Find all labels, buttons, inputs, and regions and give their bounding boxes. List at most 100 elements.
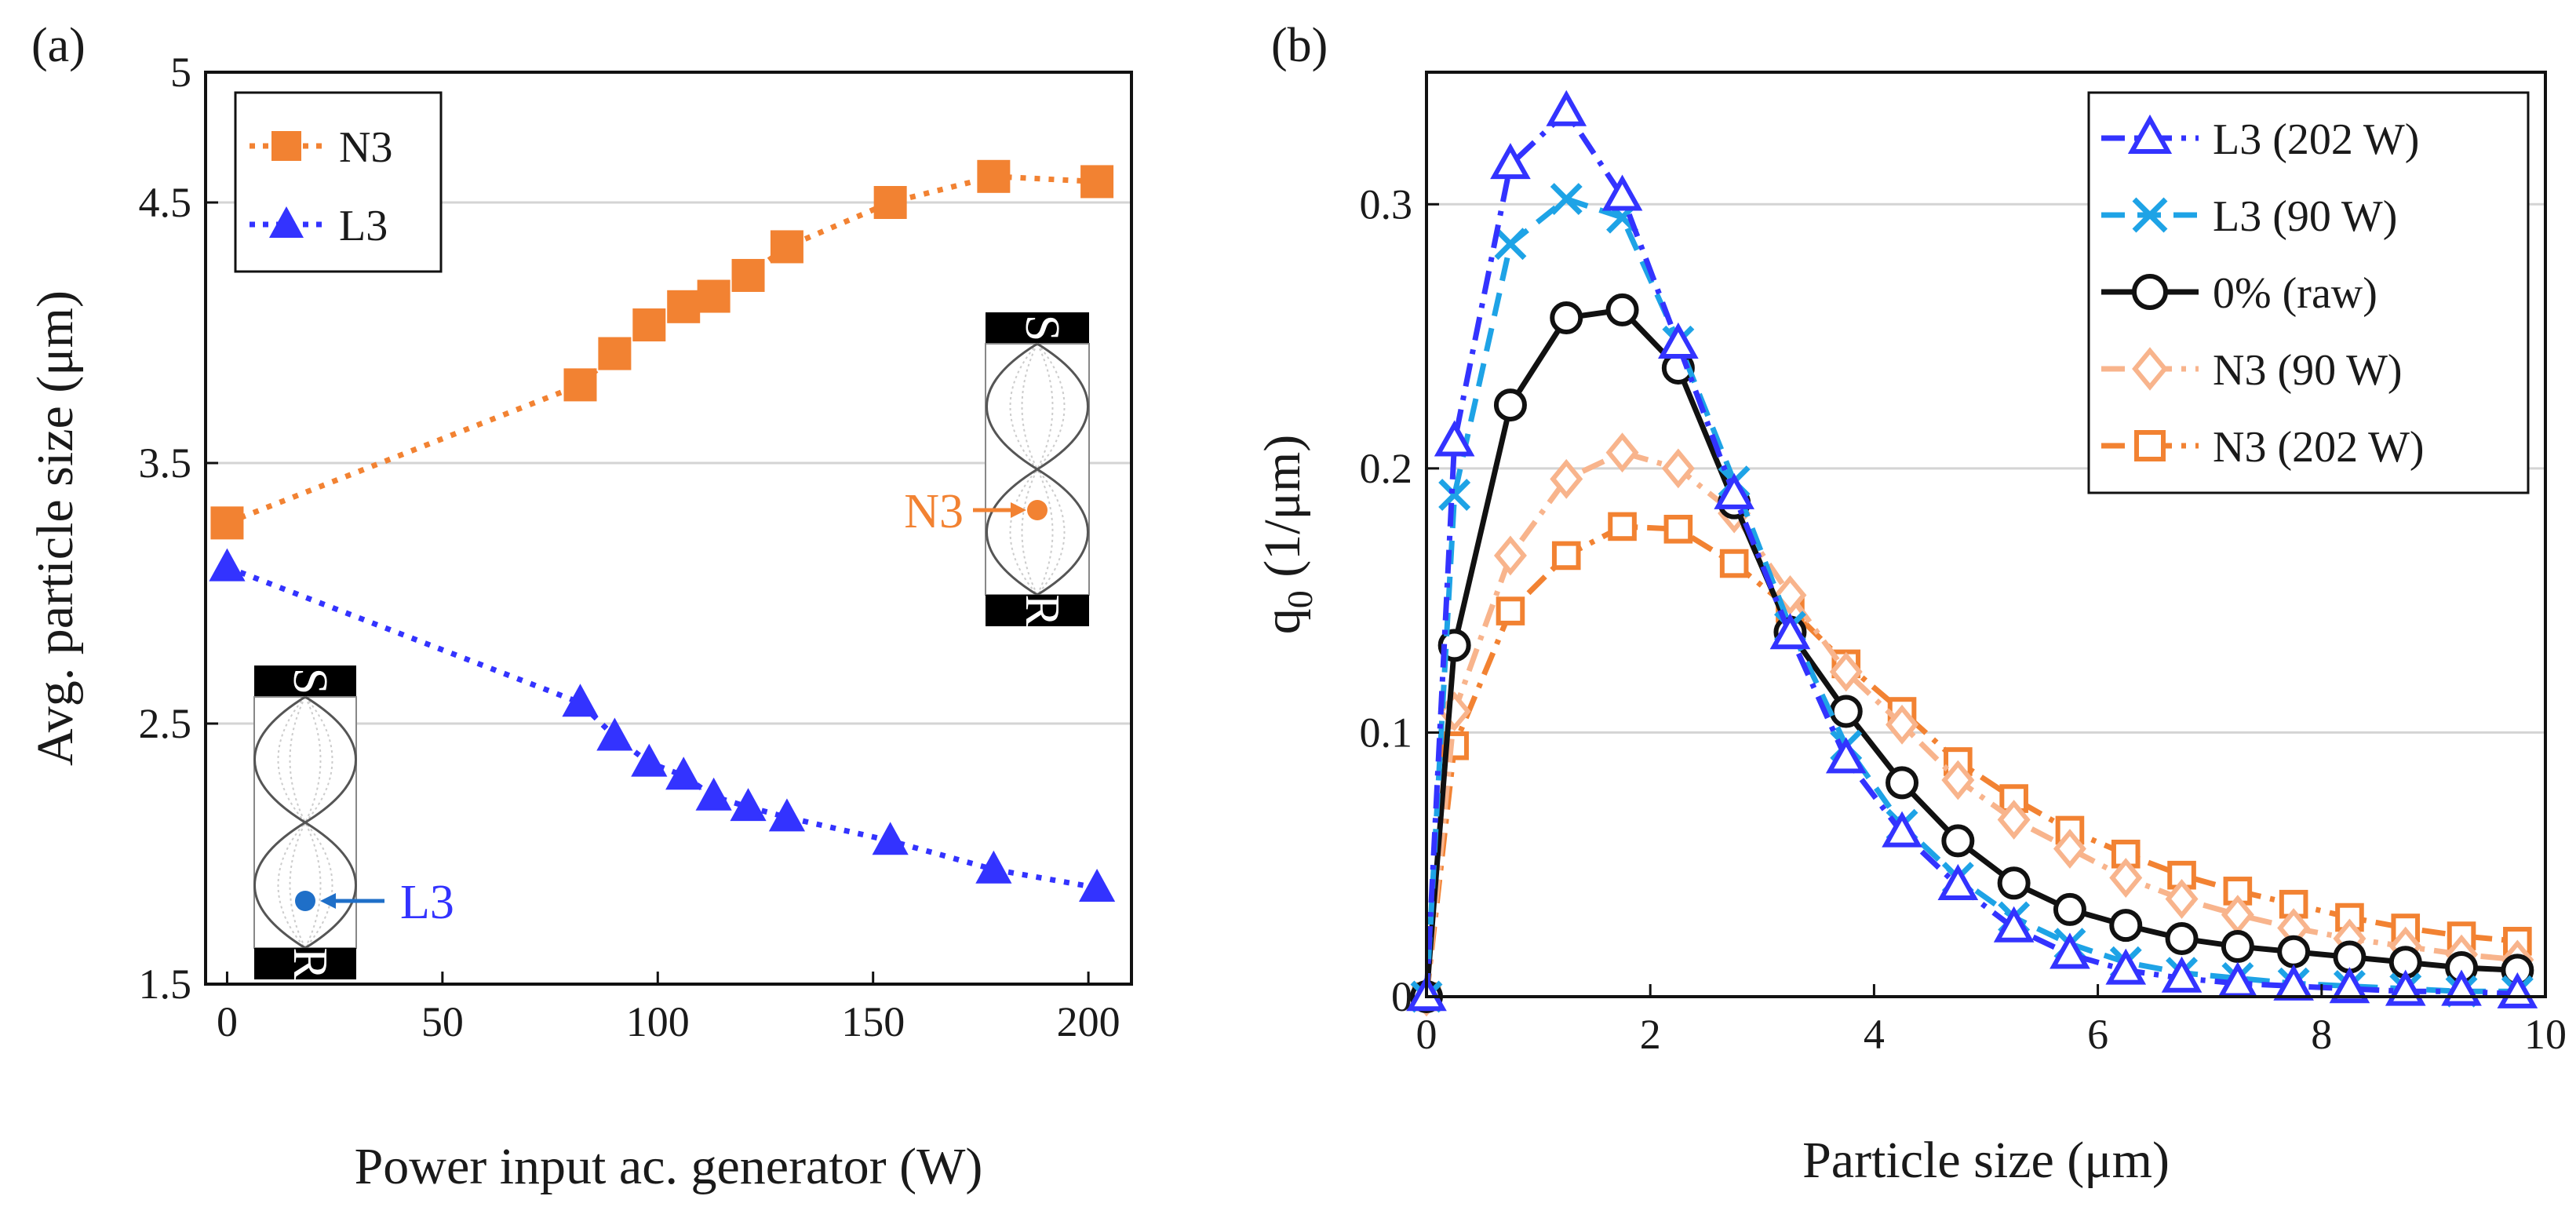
data-point-n3 [1080,165,1114,199]
data-point-0-raw [1605,293,1639,326]
panel-b-y-tick-label: 0 [1391,973,1412,1020]
panel-b-legend: L3 (202 W) L3 (90 W) 0% (raw) N3 (90 W) N3 (… [2087,91,2530,494]
panel-a-x-tick-label: 200 [1057,998,1120,1045]
data-point-n3 [667,290,701,323]
data-point-l3-202-w [1882,811,1922,848]
data-point-n3 [697,279,731,313]
data-point-0-raw [1997,866,2031,900]
inset-l3-top-plate-label: S [283,668,337,695]
data-point-0-raw [2333,940,2366,974]
data-point-l3-202-w [2329,967,2370,1004]
panel-a-legend-box [234,91,443,273]
data-point-n3-90-w [1886,704,1919,745]
legend-entry-l3: L3 [250,202,388,250]
data-point-n3 [210,506,244,540]
legend-entry-n3-90-w: N3 (90 W) [2101,346,2403,395]
panel-a-y-tick-label: 3.5 [139,439,192,487]
legend-marker-l3-90-w [2132,197,2168,233]
inset-l3-arrow-head [320,893,336,909]
data-point-n3-90-w [1661,448,1695,489]
legend-marker-l3 [269,206,304,238]
data-point-l3-90-w [1438,479,1471,511]
data-point-l3-202-w [1714,472,1754,509]
data-point-n3 [770,230,803,264]
inset-n3-bottom-plate [986,595,1089,626]
panel-a-x-tick-label: 100 [626,998,690,1045]
panel-b-y-axis-label-sub: 0 [1280,590,1320,608]
data-point-n3 [632,308,666,342]
data-point-l3 [209,548,246,582]
data-point-l3-202-w [1769,613,1811,650]
inset-l3-node-dot [295,891,315,911]
panel-a-ticks: 1.52.53.54.550 50 100 150 200 [139,49,1120,1045]
data-point-0-raw [2109,909,2143,943]
data-point-n3-202-w [1608,512,1637,542]
inset-n3-top-plate-label: S [1015,315,1069,341]
data-point-l3-202-w [2050,932,2090,969]
data-point-l3-202-w [1490,143,1531,180]
panel-a-x-tick-label: 150 [841,998,905,1045]
data-point-n3 [598,337,632,370]
data-point-n3-90-w [2053,829,2086,869]
legend-marker-n3-90-w [2132,347,2168,391]
data-point-n3-90-w [1605,432,1639,473]
panel-b-y-tick-label: 0.3 [1360,181,1413,228]
legend-label-n3-90-w: N3 (90 W) [2213,346,2403,395]
panel-b-y-tick-label: 0.1 [1360,709,1413,756]
panel-a-chart: (a) 1.52.53.54.550 50 100 150 200 Power inpu… [27,19,1133,1195]
series-line-l3 [226,564,1098,891]
panel-a-x-tick-label: 50 [421,998,464,1045]
panel-b-x-tick-label: 0 [1416,1011,1437,1058]
data-point-l3-202-w [1825,737,1867,774]
data-point-n3-202-w [1663,514,1693,544]
data-point-0-raw [1941,824,1975,858]
panel-a-axes-box [204,71,1133,986]
data-point-n3-202-w [1719,549,1749,578]
legend-entry-0-raw: 0% (raw) [2101,269,2377,318]
panel-a-label: (a) [31,19,86,72]
panel-b-x-tick-label: 2 [1640,1011,1661,1058]
panel-a-y-tick-label: 4.5 [139,179,192,226]
data-point-n3-90-w [1550,458,1583,499]
data-point-n3-90-w [1941,760,1975,800]
legend-entry-n3: N3 [250,123,392,172]
panel-b-x-tick-label: 6 [2087,1011,2108,1058]
data-point-l3 [768,798,806,832]
data-point-0-raw [1493,388,1527,422]
data-point-n3-202-w [1999,784,2028,813]
panel-b-x-tick-label: 4 [1864,1011,1885,1058]
inset-n3-wave [986,342,1089,596]
data-point-0-raw [2277,935,2311,968]
data-point-l3-202-w [2105,948,2147,985]
data-point-0-raw [2221,930,2254,964]
panel-b-ticks: 0 0.1 0.2 0.3 0 2 4 6 8 10 [1360,181,2567,1058]
panel-b-y-axis-label-unit: (1/μm) [1254,435,1311,591]
panel-b-series [1406,89,2538,1017]
data-point-l3-202-w [1546,89,1587,126]
series-l3 [209,548,1116,903]
legend-entry-l3-202-w: L3 (202 W) [2101,114,2419,164]
series-l3-202-w [1406,89,2538,1012]
inset-resonator-n3: S R N3 [904,312,1090,627]
data-point-l3 [596,717,633,751]
data-point-l3 [975,850,1012,884]
legend-label-l3: L3 [339,202,388,250]
panel-a-y-tick-label: 5 [170,49,191,96]
legend-label-l3-90-w: L3 (90 W) [2213,192,2397,241]
data-point-n3-90-w [2165,879,2199,919]
data-point-n3-90-w [1997,800,2031,840]
inset-l3-bottom-plate-label: R [283,947,337,980]
legend-label-n3: N3 [339,123,392,172]
data-point-l3 [695,777,732,811]
inset-l3-label: L3 [400,876,454,929]
panel-b-x-tick-label: 10 [2524,1011,2567,1058]
inset-l3-bottom-plate [254,948,356,979]
inset-l3-top-plate [254,665,356,697]
data-point-l3-202-w [1937,863,1979,900]
panel-a-legend: N3 L3 [234,91,443,273]
data-point-0-raw [2053,892,2086,926]
inset-n3-top-plate [986,312,1089,344]
panel-b-y-axis-label: q0 (1/μm) [1254,435,1320,635]
legend-label-n3-202-w: N3 (202 W) [2213,423,2425,472]
inset-l3-field-lines [277,696,333,949]
